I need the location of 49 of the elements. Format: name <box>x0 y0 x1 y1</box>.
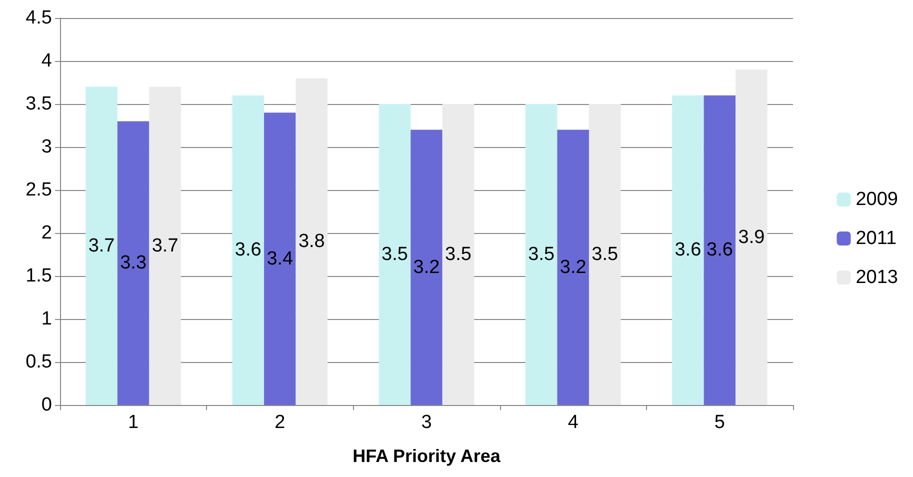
y-tick-label: 1 <box>41 308 52 330</box>
bar <box>704 95 736 405</box>
x-tick-label: 2 <box>274 412 286 433</box>
x-tick-label: 5 <box>714 412 725 433</box>
bar <box>296 78 328 405</box>
x-tick-label: 3 <box>421 412 432 433</box>
y-tick-label: 3.5 <box>26 94 52 114</box>
legend-label: 2009 <box>856 189 898 210</box>
x-tick-label: 1 <box>128 412 139 433</box>
bar <box>410 130 442 405</box>
bar <box>378 104 411 405</box>
data-label: 3.5 <box>592 244 618 265</box>
data-label: 3.5 <box>382 244 408 265</box>
data-label: 3.8 <box>298 231 325 252</box>
bar <box>149 86 181 405</box>
data-label: 3.7 <box>152 235 178 256</box>
data-label: 3.7 <box>88 235 115 256</box>
data-label: 3.6 <box>234 240 262 261</box>
data-label: 3.6 <box>674 240 702 261</box>
y-tick-label: 4 <box>41 50 52 72</box>
bar <box>525 104 558 405</box>
x-tick-label: 4 <box>568 412 579 433</box>
data-label: 3.3 <box>120 252 147 274</box>
bar <box>86 86 118 405</box>
legend-label: 2011 <box>856 228 897 249</box>
data-label: 3.9 <box>738 226 765 248</box>
x-axis-title: HFA Priority Area <box>352 446 502 466</box>
y-tick-label: 2 <box>41 222 52 244</box>
bar <box>672 95 704 405</box>
y-tick-label: 0.5 <box>26 352 52 372</box>
y-tick-label: 2.5 <box>26 180 52 200</box>
bar <box>232 95 264 405</box>
data-label: 3.2 <box>413 256 440 278</box>
bar <box>588 104 621 405</box>
y-tick-label: 3 <box>41 136 52 158</box>
bar <box>442 104 474 405</box>
bar <box>117 121 150 405</box>
data-label: 3.6 <box>706 240 733 261</box>
data-label: 3.4 <box>266 248 294 270</box>
data-label: 3.5 <box>445 244 472 265</box>
bar <box>264 112 296 405</box>
y-tick-label: 1.5 <box>26 266 52 286</box>
data-label: 3.2 <box>560 256 586 278</box>
data-label: 3.5 <box>528 244 555 265</box>
y-tick-label: 0 <box>41 394 52 416</box>
legend-label: 2013 <box>856 267 898 288</box>
bar <box>736 70 768 405</box>
bar <box>557 130 589 405</box>
y-tick-label: 4.5 <box>26 8 52 28</box>
